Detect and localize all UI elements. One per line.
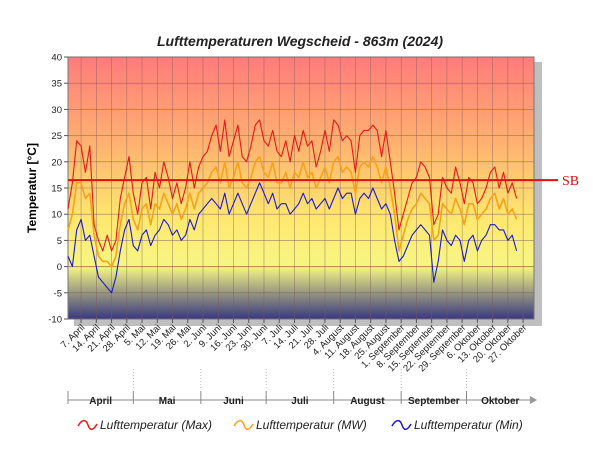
legend-symbol: [233, 419, 254, 431]
y-tick-label: 30: [51, 105, 62, 116]
month-axis-arrow: [530, 396, 537, 404]
y-tick-label: 10: [51, 210, 62, 221]
legend: Lufttemperatur (Max) Lufttemperatur (MW) L…: [77, 418, 523, 432]
y-tick-label: 20: [51, 157, 62, 168]
y-tick-label: 0: [57, 262, 62, 273]
y-tick-label: -10: [48, 315, 62, 326]
y-tick-label: 5: [57, 236, 62, 247]
y-tick-label: -5: [54, 288, 62, 299]
legend-symbol: [391, 419, 412, 431]
reference-line-group: SB: [68, 174, 579, 189]
legend-symbol: [77, 419, 98, 431]
month-label: August: [350, 396, 385, 407]
reference-line-label: SB: [562, 174, 579, 189]
grid-lines: [68, 56, 534, 320]
series-line-lufttemperatur-max: [67, 119, 518, 252]
legend-label: Lufttemperatur (MW): [256, 418, 367, 432]
y-axis-label: Temperatur [°C]: [25, 143, 39, 233]
month-label: April: [89, 396, 112, 407]
month-axis: April Mai Juni Juli August September Oktober: [67, 369, 537, 407]
month-label: Mai: [159, 396, 176, 407]
legend-label: Lufttemperatur (Min): [414, 418, 523, 432]
y-tick-label: 40: [51, 53, 62, 64]
chart-title: Lufttemperaturen Wegscheid - 863m (2024): [157, 33, 443, 49]
y-tick-label: 15: [51, 184, 62, 195]
series-line-lufttemperatur-min: [67, 182, 518, 294]
month-label: September: [408, 396, 460, 407]
month-label: Oktober: [481, 396, 519, 407]
y-axis-ticks: -10 -5 0 5 10 15 20 25 30 35 40: [48, 53, 68, 326]
y-tick-label: 25: [51, 131, 62, 142]
legend-label: Lufttemperatur (Max): [100, 418, 212, 432]
month-label: Juli: [291, 396, 308, 407]
y-tick-label: 35: [51, 79, 62, 90]
month-label: Juni: [223, 396, 244, 407]
